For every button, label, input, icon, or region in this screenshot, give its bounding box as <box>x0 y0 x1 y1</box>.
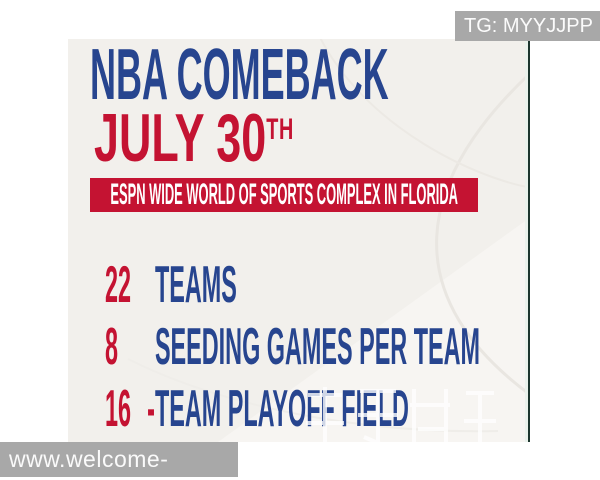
stat-row-teams: 22 TEAMS <box>105 259 480 311</box>
stats-list: 22 TEAMS 8 SEEDING GAMES PER TEAM 16- TE… <box>105 259 528 435</box>
stat-label: TEAMS <box>154 256 237 314</box>
poster: NBA COMEBACK JULY 30TH ESPN WIDE WORLD O… <box>68 39 530 442</box>
white-watermark-overlay <box>306 387 496 442</box>
stat-row-seeding-games: 8 SEEDING GAMES PER TEAM <box>105 321 480 373</box>
stat-number: 22 <box>105 259 155 311</box>
date-suffix: TH <box>266 113 294 146</box>
stat-label: SEEDING GAMES PER TEAM <box>154 318 480 376</box>
stat-number: 8 <box>105 321 155 373</box>
venue-banner-text: ESPN WIDE WORLD OF SPORTS COMPLEX IN FLO… <box>110 178 458 211</box>
stat-number-value: 22 <box>105 256 132 314</box>
date-main: JULY 30 <box>94 100 267 176</box>
stat-number-value: 16 <box>105 380 132 438</box>
stat-separator: - <box>147 380 155 438</box>
watermark-top-right: TG: MYYJJPP <box>455 11 600 41</box>
stat-number-value: 8 <box>105 318 119 376</box>
watermark-bottom-left: www.welcome-jtty.com <box>0 442 238 477</box>
poster-title: NBA COMEBACK <box>90 39 389 115</box>
poster-date: JULY 30TH <box>94 104 294 172</box>
stat-number: 16- <box>105 383 155 435</box>
venue-banner: ESPN WIDE WORLD OF SPORTS COMPLEX IN FLO… <box>90 178 478 212</box>
